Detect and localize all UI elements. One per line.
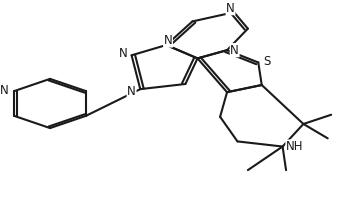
Text: N: N (164, 34, 172, 47)
Text: N: N (226, 2, 235, 15)
Text: N: N (119, 47, 127, 60)
Text: S: S (263, 55, 271, 68)
Text: NH: NH (286, 140, 303, 153)
Text: N: N (230, 44, 239, 57)
Text: N: N (127, 85, 136, 98)
Text: N: N (0, 84, 8, 97)
